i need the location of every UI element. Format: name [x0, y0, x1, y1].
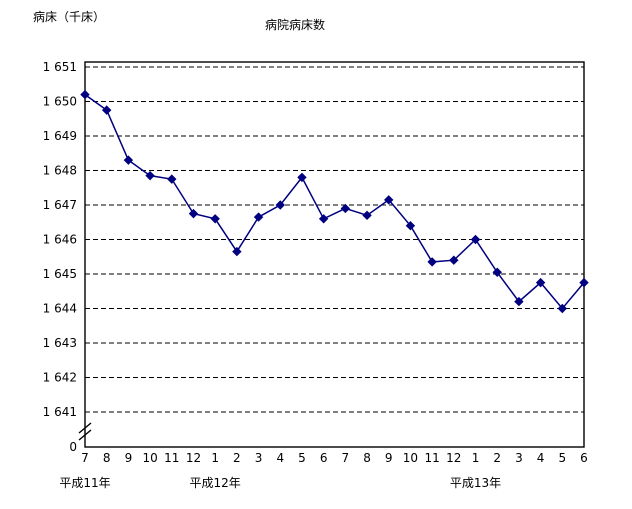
data-point: [557, 303, 568, 314]
data-point: [362, 210, 372, 221]
x-tick-label: 8: [363, 451, 371, 465]
x-tick-label: 6: [580, 451, 588, 465]
data-point: [101, 105, 112, 115]
data-point: [188, 208, 199, 219]
era-label: 平成12年: [190, 476, 241, 490]
data-point: [232, 246, 242, 257]
data-point: [297, 172, 307, 183]
x-tick-label: 6: [320, 451, 328, 465]
y-tick-label: 1 643: [43, 336, 77, 350]
x-tick-label: 7: [342, 451, 350, 465]
x-tick-label: 12: [446, 451, 461, 465]
x-tick-label: 4: [537, 451, 545, 465]
data-point: [123, 155, 134, 165]
data-point: [318, 214, 329, 224]
y-axis-title: 病床（千床）: [33, 10, 106, 24]
data-point: [579, 277, 589, 288]
y-tick-label: 1 647: [43, 198, 77, 212]
x-tick-label: 3: [255, 451, 263, 465]
x-tick-label: 1: [211, 451, 219, 465]
data-point: [405, 220, 416, 231]
axis-break-icon: [78, 429, 92, 441]
x-tick-label: 9: [125, 451, 133, 465]
era-label: 平成13年: [450, 476, 501, 490]
x-tick-label: 9: [385, 451, 393, 465]
data-point: [427, 257, 437, 267]
x-tick-label: 12: [186, 451, 201, 465]
chart-title: 病院病床数: [265, 18, 326, 32]
x-tick-label: 11: [424, 451, 439, 465]
x-tick-label: 7: [81, 451, 89, 465]
data-point: [253, 212, 264, 222]
y-tick-label: 1 649: [43, 129, 77, 143]
data-point: [514, 296, 524, 307]
y-tick-label: 1 650: [43, 95, 77, 109]
x-tick-label: 1: [472, 451, 480, 465]
x-tick-label: 8: [103, 451, 111, 465]
data-point: [167, 174, 177, 184]
y-tick-label: 1 645: [43, 267, 77, 281]
data-point: [492, 267, 502, 277]
data-line: [84, 93, 585, 310]
data-point: [535, 277, 546, 288]
data-point: [449, 255, 459, 265]
x-tick-label: 5: [558, 451, 566, 465]
y-tick-label: 1 644: [43, 302, 77, 316]
y-tick-label: 1 646: [43, 233, 77, 247]
y-tick-label: 1 651: [43, 60, 77, 74]
x-tick-label: 11: [164, 451, 179, 465]
y-tick-label: 1 641: [43, 405, 77, 419]
data-point: [384, 195, 394, 205]
x-tick-label: 2: [233, 451, 241, 465]
x-tick-label: 10: [403, 451, 418, 465]
data-point: [210, 214, 220, 224]
data-point: [340, 203, 351, 214]
data-point: [470, 234, 481, 245]
y-tick-label: 1 642: [43, 371, 77, 385]
data-point: [80, 89, 90, 100]
x-tick-label: 10: [142, 451, 157, 465]
data-point: [145, 170, 155, 181]
x-tick-label: 3: [515, 451, 523, 465]
era-label: 平成11年: [59, 476, 110, 490]
plot-frame: [84, 61, 585, 448]
axis-break-icon: [78, 422, 92, 434]
x-tick-label: 2: [493, 451, 501, 465]
y-tick-label: 1 648: [43, 164, 77, 178]
data-point: [275, 200, 285, 210]
x-tick-label: 5: [298, 451, 306, 465]
y-zero-label: 0: [69, 440, 77, 454]
x-tick-label: 4: [276, 451, 284, 465]
